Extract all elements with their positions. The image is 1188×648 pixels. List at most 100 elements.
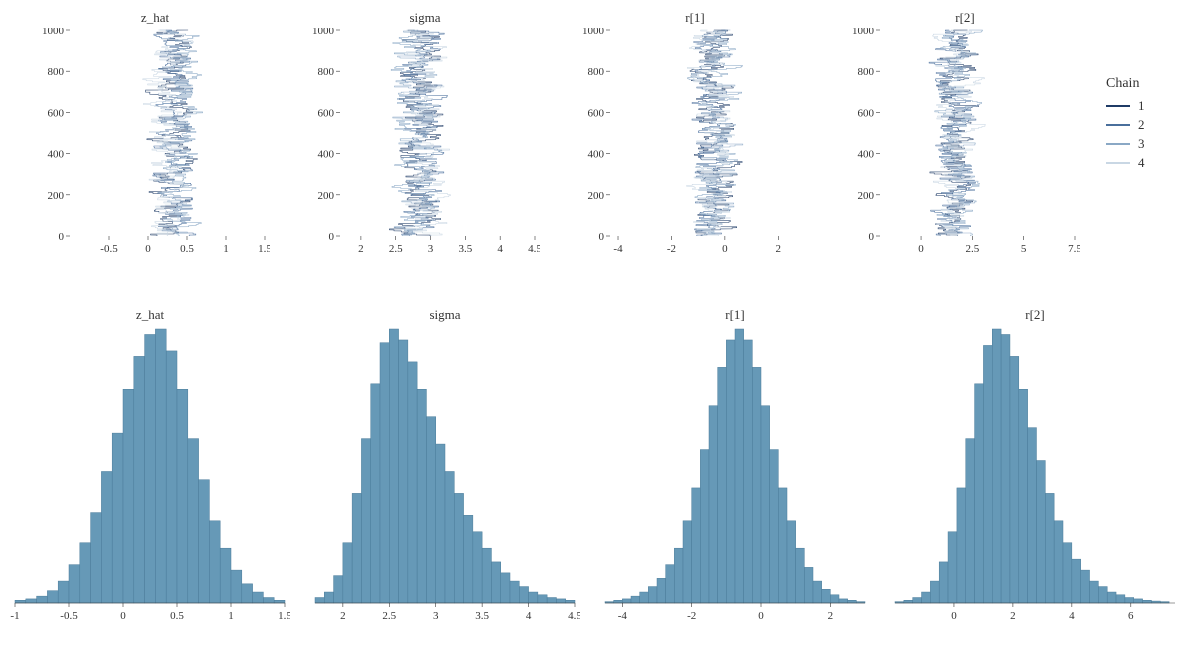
legend-item: 3 — [1106, 136, 1145, 152]
hist-bar — [1019, 389, 1028, 603]
mcmc-diagnostic-figure: z_hat02004006008001000-0.500.511.5sigma0… — [0, 0, 1188, 648]
hist-bar — [343, 543, 352, 603]
ytick-label: 200 — [588, 190, 605, 202]
ytick-label: 400 — [588, 149, 605, 161]
hist-bar — [334, 576, 343, 603]
hist-bar — [519, 587, 528, 603]
hist-bar — [166, 351, 177, 603]
hist-bar — [188, 439, 199, 603]
xtick-label: 2 — [340, 610, 346, 622]
legend-swatch — [1106, 124, 1130, 126]
hist-bar — [155, 329, 166, 603]
xtick-label: 3 — [428, 243, 434, 255]
hist-panel-sigma: sigma22.533.544.5 — [310, 325, 580, 625]
hist-bar — [744, 340, 753, 603]
hist-bar — [417, 389, 426, 603]
hist-bar — [199, 480, 210, 603]
hist-bar — [674, 548, 683, 603]
xtick-label: 0 — [145, 243, 151, 255]
trace-panel-r-2-: r[2]0200400600800100002.557.5 — [850, 28, 1080, 258]
hist-panel-title: sigma — [310, 307, 580, 323]
legend-item: 2 — [1106, 117, 1145, 133]
hist-bar — [556, 599, 565, 603]
ytick-label: 600 — [588, 107, 605, 119]
ytick-label: 1000 — [312, 28, 335, 37]
hist-bar — [274, 600, 285, 603]
hist-bar — [58, 581, 69, 603]
xtick-label: 0.5 — [170, 610, 184, 622]
hist-bar — [666, 565, 675, 603]
hist-bar — [253, 592, 264, 603]
hist-panel-r-2-: r[2]0246 — [890, 325, 1180, 625]
hist-bar — [1081, 570, 1090, 603]
hist-bar — [787, 521, 796, 603]
hist-bar — [380, 343, 389, 603]
trace-svg: 0200400600800100002.557.5 — [850, 28, 1080, 258]
hist-bar — [69, 565, 80, 603]
hist-bar — [134, 356, 145, 603]
ytick-label: 1000 — [852, 28, 875, 37]
hist-panel-title: r[1] — [600, 307, 870, 323]
xtick-label: 3 — [433, 610, 439, 622]
hist-bar — [209, 521, 220, 603]
xtick-label: 0 — [918, 243, 924, 255]
xtick-label: 0.5 — [180, 243, 194, 255]
hist-bar — [371, 384, 380, 603]
hist-bar — [473, 532, 482, 603]
hist-bar — [482, 548, 491, 603]
hist-bar — [510, 581, 519, 603]
ytick-label: 0 — [869, 231, 875, 243]
hist-bar — [700, 450, 709, 603]
hist-bar — [91, 513, 102, 603]
hist-bar — [315, 598, 324, 603]
hist-bar — [966, 439, 975, 603]
hist-svg: -4-202 — [600, 325, 870, 625]
hist-panel-r-1-: r[1]-4-202 — [600, 325, 870, 625]
hist-bar — [614, 600, 623, 603]
ytick-label: 200 — [318, 190, 335, 202]
trace-panel-z-hat: z_hat02004006008001000-0.500.511.5 — [40, 28, 270, 258]
hist-bar — [992, 329, 1001, 603]
xtick-label: 2.5 — [389, 243, 403, 255]
hist-bar — [770, 450, 779, 603]
hist-bar — [436, 444, 445, 603]
hist-bar — [101, 471, 112, 603]
xtick-label: 7.5 — [1068, 243, 1080, 255]
hist-bar — [112, 433, 123, 603]
ytick-label: 200 — [858, 190, 875, 202]
hist-bar — [752, 367, 761, 603]
hist-bar — [957, 488, 966, 603]
trace-panel-title: r[2] — [850, 10, 1080, 26]
legend-item: 4 — [1106, 155, 1145, 171]
hist-bar — [761, 406, 770, 603]
xtick-label: 4.5 — [528, 243, 540, 255]
hist-bar — [15, 600, 26, 603]
ytick-label: 0 — [329, 231, 335, 243]
hist-bar — [37, 596, 48, 603]
hist-bar — [983, 345, 992, 603]
xtick-label: 6 — [1128, 610, 1134, 622]
hist-bar — [622, 599, 631, 603]
legend-item: 1 — [1106, 98, 1145, 114]
hist-bar — [547, 598, 556, 603]
xtick-label: 2.5 — [382, 610, 396, 622]
hist-bar — [1063, 543, 1072, 603]
xtick-label: -2 — [667, 243, 676, 255]
hist-bar — [538, 595, 547, 603]
ytick-label: 400 — [48, 149, 65, 161]
ytick-label: 800 — [588, 66, 605, 78]
trace-svg: 0200400600800100022.533.544.5 — [310, 28, 540, 258]
hist-bar — [709, 406, 718, 603]
hist-bar — [631, 596, 640, 603]
hist-bar — [145, 334, 156, 603]
hist-bar — [242, 584, 253, 603]
xtick-label: -0.5 — [60, 610, 78, 622]
xtick-label: -4 — [618, 610, 628, 622]
hist-bar — [324, 592, 333, 603]
hist-bar — [231, 570, 242, 603]
hist-bar — [1098, 587, 1107, 603]
legend-label: 3 — [1138, 136, 1145, 152]
hist-bar — [692, 488, 701, 603]
hist-bar — [640, 592, 649, 603]
hist-bar — [263, 598, 274, 603]
